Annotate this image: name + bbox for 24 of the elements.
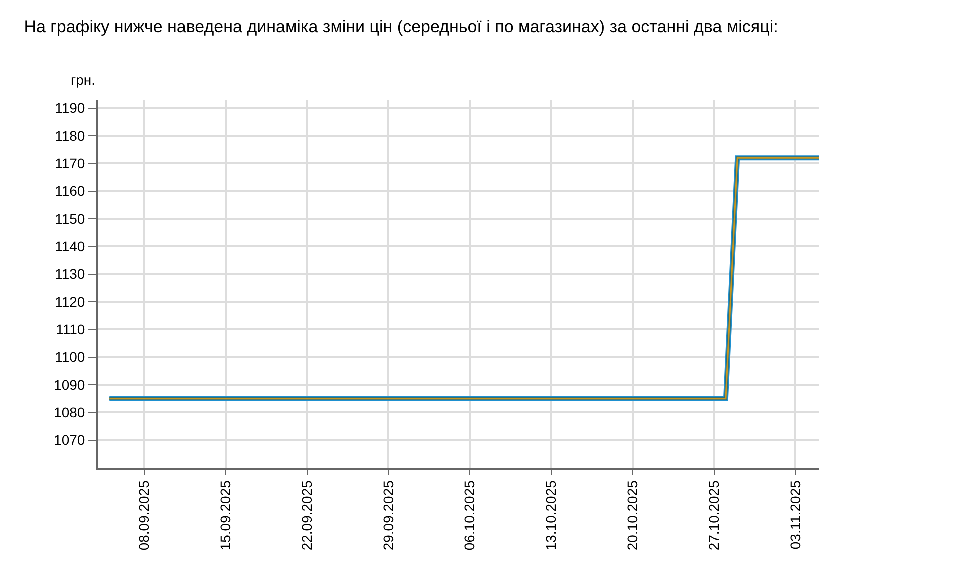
x-tick-label: 03.11.2025 bbox=[787, 480, 804, 550]
y-tick-label: 1150 bbox=[55, 210, 86, 227]
x-tick-label: 06.10.2025 bbox=[462, 480, 478, 551]
x-tick-label: 20.10.2025 bbox=[624, 480, 640, 551]
chart-title: На графіку нижче наведена динаміка зміни цін (середньої і по магазинах) за останні два місяці: bbox=[24, 17, 778, 36]
y-axis-title: грн. bbox=[71, 72, 96, 88]
y-tick-label: 1160 bbox=[55, 183, 86, 200]
y-tick-label: 1120 bbox=[55, 294, 86, 310]
x-tick-label: 29.09.2025 bbox=[380, 480, 396, 551]
y-tick-label: 1100 bbox=[55, 349, 86, 366]
y-tick-label: 1110 bbox=[56, 322, 86, 338]
x-tick-label: 13.10.2025 bbox=[543, 480, 560, 551]
x-tick-label: 27.10.2025 bbox=[706, 480, 722, 551]
y-tick-label: 1130 bbox=[55, 266, 86, 282]
x-tick-label: 08.09.2025 bbox=[136, 480, 152, 551]
x-tick-label: 22.09.2025 bbox=[298, 480, 315, 551]
y-tick-label: 1090 bbox=[54, 376, 86, 393]
y-tick-label: 1070 bbox=[54, 432, 86, 448]
x-tick-label: 15.09.2025 bbox=[217, 480, 234, 551]
y-tick-label: 1140 bbox=[55, 238, 86, 255]
y-tick-label: 1170 bbox=[55, 156, 86, 172]
y-tick-label: 1190 bbox=[55, 100, 86, 116]
y-tick-label: 1080 bbox=[54, 404, 86, 421]
y-tick-label: 1180 bbox=[55, 128, 86, 144]
